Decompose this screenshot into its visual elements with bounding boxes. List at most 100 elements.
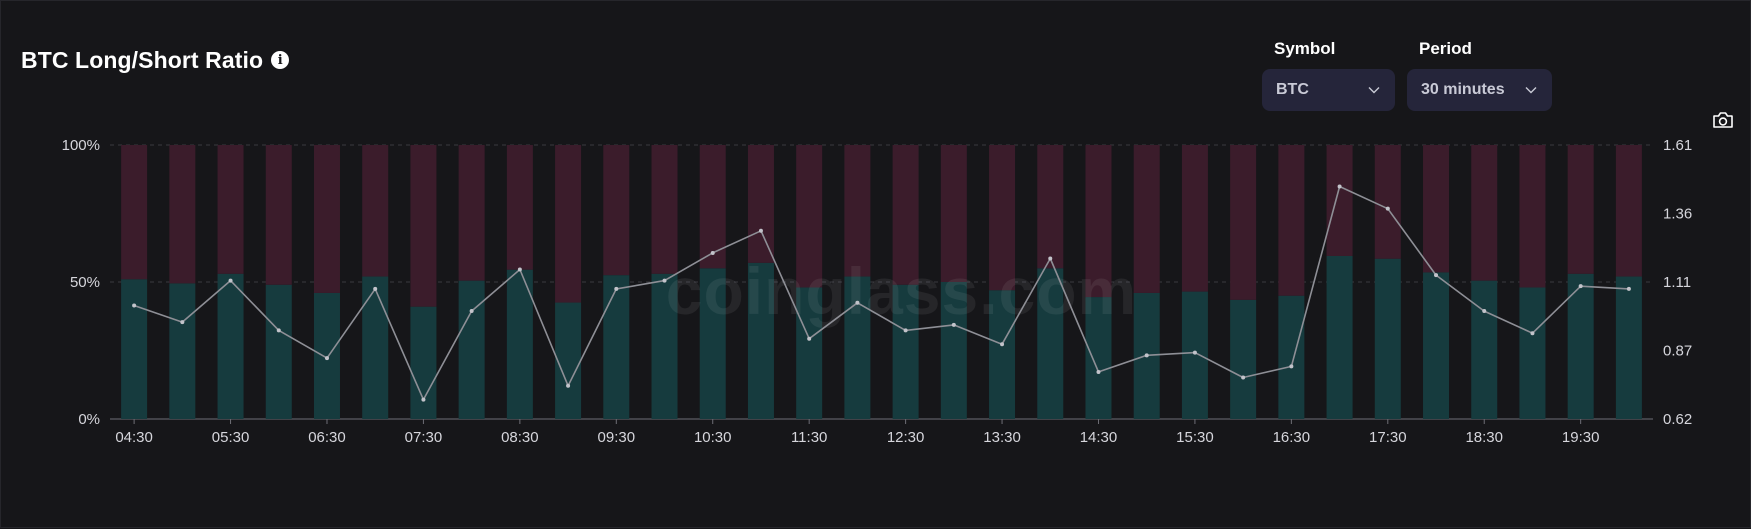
long-bar [651, 273, 678, 419]
long-bar [217, 273, 244, 419]
chart-header: BTC Long/Short Ratio i [21, 45, 290, 75]
ratio-point [662, 278, 667, 283]
y-left-tick-label: 0% [78, 411, 100, 428]
long-bar [1615, 276, 1642, 419]
x-tick-label: 19:30 [1562, 429, 1600, 446]
symbol-value: BTC [1276, 81, 1309, 98]
y-right-tick-label: 1.36 [1663, 206, 1692, 223]
ratio-point [1434, 273, 1439, 278]
ratio-point [517, 267, 522, 272]
x-tick-label: 09:30 [598, 429, 636, 446]
y-right-tick-label: 1.11 [1663, 274, 1691, 291]
ratio-point [1144, 353, 1149, 358]
x-tick-label: 04:30 [115, 429, 153, 446]
ratio-point [1289, 364, 1294, 369]
short-bar [603, 145, 630, 276]
period-control: Period 30 minutes [1407, 39, 1552, 111]
short-bar [940, 145, 967, 282]
ratio-point [1578, 284, 1583, 289]
long-bar [1567, 273, 1594, 419]
short-bar [555, 145, 582, 303]
short-bar [796, 145, 823, 288]
x-tick-label: 05:30 [212, 429, 250, 446]
long-bar [1471, 280, 1498, 419]
short-bar [844, 145, 871, 277]
period-select[interactable]: 30 minutes [1407, 69, 1552, 111]
long-bar [313, 292, 340, 419]
ratio-point [614, 286, 619, 291]
long-bar [1230, 299, 1257, 419]
short-bar [1567, 145, 1594, 274]
long-bar [1085, 297, 1112, 419]
long-bar [844, 276, 871, 419]
ratio-point [1192, 350, 1197, 355]
symbol-control: Symbol BTC [1262, 39, 1395, 111]
short-bar [699, 145, 726, 269]
ratio-point [421, 397, 426, 402]
long-bar [747, 262, 774, 419]
short-bar [1230, 145, 1257, 300]
short-bar [1133, 145, 1160, 293]
short-bar [265, 145, 292, 285]
ratio-point [1482, 309, 1487, 314]
ratio-point [566, 383, 571, 388]
long-bar [458, 280, 485, 419]
x-tick-label: 18:30 [1465, 429, 1503, 446]
short-bar [1085, 145, 1112, 298]
short-bar [458, 145, 485, 281]
info-icon[interactable]: i [271, 51, 290, 69]
x-tick-label: 07:30 [405, 429, 443, 446]
y-left-tick-label: 100% [62, 137, 100, 154]
ratio-point [180, 320, 185, 325]
long-bar [555, 302, 582, 419]
short-bar [362, 145, 389, 277]
x-tick-label: 16:30 [1273, 429, 1311, 446]
ratio-point [1385, 206, 1390, 211]
x-tick-label: 08:30 [501, 429, 539, 446]
long-bar [1374, 258, 1401, 419]
ratio-point [1048, 256, 1053, 261]
line-layer [132, 184, 1631, 402]
y-right-tick-label: 0.62 [1663, 411, 1692, 428]
camera-icon[interactable] [1712, 110, 1734, 130]
long-bar [265, 284, 292, 419]
bar-layer [121, 145, 1642, 419]
period-value: 30 minutes [1421, 81, 1505, 98]
short-bar [169, 145, 196, 284]
y-right-tick-label: 1.61 [1663, 137, 1692, 154]
axis-layer: 0% 50% 100% 0.62 0.87 1.11 1.36 1.61 04:30 05:30 0… [62, 137, 1693, 446]
short-bar [506, 145, 533, 270]
x-tick-label: 11:30 [791, 429, 827, 446]
chevron-down-icon [1368, 87, 1380, 94]
ratio-point [1096, 369, 1101, 374]
chevron-down-icon [1525, 87, 1537, 94]
short-bar [1181, 145, 1208, 292]
ratio-point [758, 228, 763, 233]
short-bar [1278, 145, 1305, 296]
short-bar [1037, 145, 1064, 269]
symbol-select[interactable]: BTC [1262, 69, 1395, 111]
period-label: Period [1419, 39, 1472, 58]
x-tick-label: 06:30 [308, 429, 346, 446]
short-bar [1374, 145, 1401, 259]
long-bar [603, 275, 630, 419]
ratio-point [228, 278, 233, 283]
long-bar [796, 287, 823, 419]
ratio-point [1337, 184, 1342, 189]
long-bar [1037, 268, 1064, 419]
x-tick-label: 17:30 [1369, 429, 1407, 446]
long-bar [1423, 272, 1450, 419]
short-bar [989, 145, 1016, 291]
ratio-point [324, 356, 329, 361]
ratio-point [855, 300, 860, 305]
ratio-point [903, 328, 908, 333]
short-bar [1423, 145, 1450, 273]
ratio-line [133, 185, 1629, 401]
x-tick-label: 13:30 [983, 429, 1021, 446]
short-bar [1615, 145, 1642, 277]
short-bar [217, 145, 244, 274]
x-tick-label: 14:30 [1080, 429, 1118, 446]
ratio-point [1000, 342, 1005, 347]
y-right-tick-label: 0.87 [1663, 343, 1692, 360]
